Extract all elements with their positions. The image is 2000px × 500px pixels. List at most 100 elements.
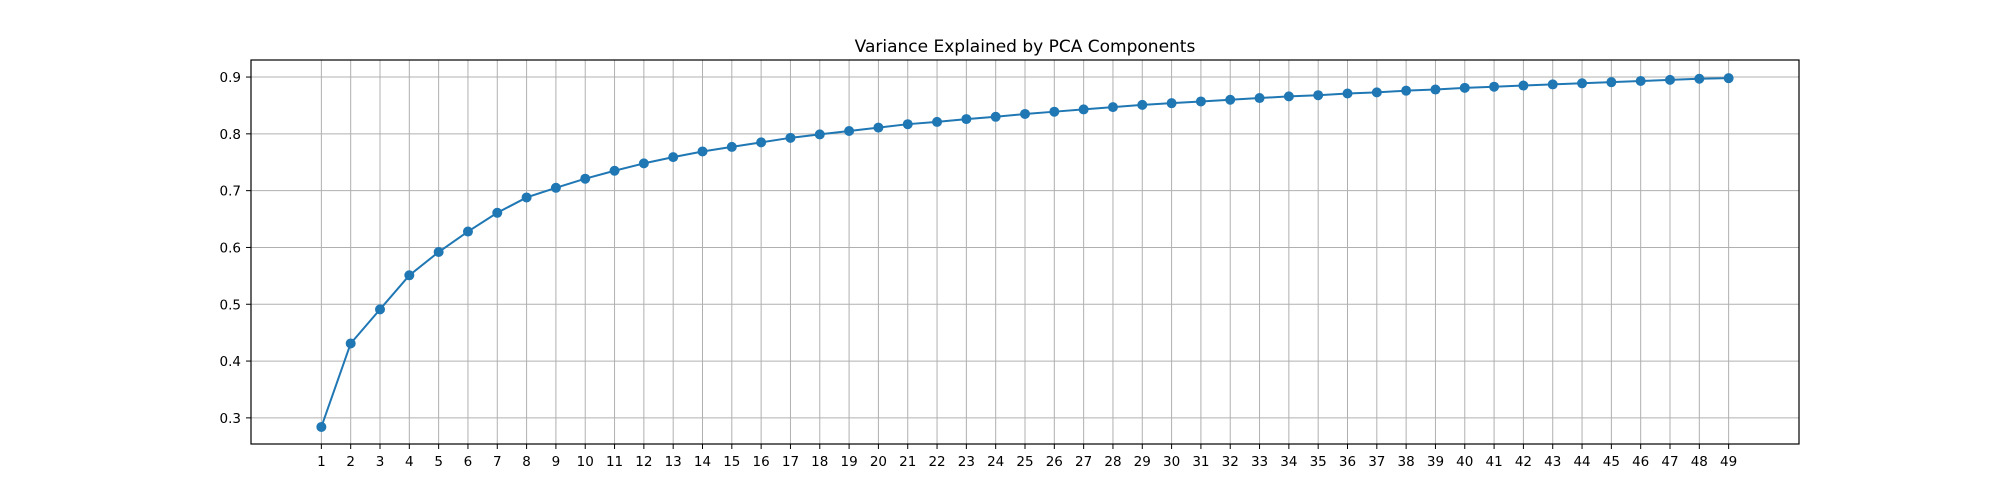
x-tick-label: 14 bbox=[694, 454, 711, 470]
data-point bbox=[1107, 102, 1118, 113]
data-point bbox=[1489, 81, 1500, 92]
data-point bbox=[1606, 77, 1617, 88]
data-point bbox=[1694, 73, 1705, 84]
x-tick-label: 34 bbox=[1280, 454, 1297, 470]
x-tick-label: 2 bbox=[346, 454, 355, 470]
data-point bbox=[1225, 94, 1236, 105]
data-point bbox=[990, 111, 1001, 122]
data-point bbox=[873, 122, 884, 133]
x-tick-label: 23 bbox=[958, 454, 975, 470]
x-tick-label: 47 bbox=[1661, 454, 1678, 470]
y-tick-label: 0.4 bbox=[220, 354, 241, 370]
x-tick-label: 40 bbox=[1456, 454, 1473, 470]
y-tick-label: 0.9 bbox=[220, 70, 241, 86]
x-tick-label: 18 bbox=[811, 454, 828, 470]
x-tick-label: 29 bbox=[1134, 454, 1151, 470]
data-point bbox=[844, 126, 855, 137]
x-tick-label: 1 bbox=[317, 454, 326, 470]
data-point bbox=[902, 119, 913, 130]
data-point bbox=[580, 173, 591, 184]
data-point bbox=[1283, 91, 1294, 102]
x-tick-label: 46 bbox=[1632, 454, 1649, 470]
data-point bbox=[785, 132, 796, 143]
data-point bbox=[492, 207, 503, 218]
x-tick-label: 33 bbox=[1251, 454, 1268, 470]
data-point bbox=[1430, 84, 1441, 95]
x-tick-label: 37 bbox=[1368, 454, 1385, 470]
data-point bbox=[1371, 87, 1382, 98]
x-tick-label: 32 bbox=[1222, 454, 1239, 470]
y-tick-label: 0.5 bbox=[220, 297, 241, 313]
x-tick-label: 21 bbox=[899, 454, 916, 470]
x-tick-label: 39 bbox=[1427, 454, 1444, 470]
x-tick-label: 30 bbox=[1163, 454, 1180, 470]
data-point bbox=[1137, 99, 1148, 110]
x-tick-label: 26 bbox=[1046, 454, 1063, 470]
x-tick-label: 20 bbox=[870, 454, 887, 470]
x-tick-label: 35 bbox=[1310, 454, 1327, 470]
data-point bbox=[1401, 85, 1412, 96]
x-tick-label: 41 bbox=[1485, 454, 1502, 470]
data-point bbox=[1020, 108, 1030, 119]
data-point bbox=[1195, 96, 1206, 107]
data-point bbox=[1723, 73, 1734, 84]
data-point bbox=[756, 137, 767, 148]
x-tick-label: 6 bbox=[464, 454, 473, 470]
x-tick-label: 17 bbox=[782, 454, 799, 470]
x-tick-label: 49 bbox=[1720, 454, 1737, 470]
x-tick-label: 9 bbox=[552, 454, 561, 470]
x-tick-label: 28 bbox=[1104, 454, 1121, 470]
x-tick-label: 42 bbox=[1515, 454, 1532, 470]
axes: 1 2 3 4 5 6 7 8 9 10 11 12 13 14 15 16 17 18 19 20 21 22 23 24 2… bbox=[220, 59, 1800, 470]
x-tick-label: 19 bbox=[840, 454, 857, 470]
data-point bbox=[814, 129, 825, 140]
x-tick-label: 24 bbox=[987, 454, 1004, 470]
data-point bbox=[1577, 78, 1588, 89]
x-tick-label: 11 bbox=[606, 454, 623, 470]
x-tick-label: 13 bbox=[665, 454, 682, 470]
x-tick-label: 12 bbox=[635, 454, 652, 470]
x-tick-label: 22 bbox=[928, 454, 945, 470]
y-tick-label: 0.6 bbox=[220, 240, 241, 256]
data-point bbox=[1049, 106, 1060, 117]
data-point bbox=[609, 165, 620, 176]
x-tick-label: 10 bbox=[577, 454, 594, 470]
data-point bbox=[1665, 74, 1675, 85]
data-point bbox=[316, 421, 327, 432]
data-point bbox=[375, 304, 385, 315]
plot-frame bbox=[250, 59, 1800, 445]
data-point bbox=[1459, 82, 1470, 93]
x-tick-label: 38 bbox=[1398, 454, 1415, 470]
data-point bbox=[433, 247, 444, 257]
x-tick-label: 3 bbox=[376, 454, 385, 470]
data-point bbox=[697, 146, 708, 157]
x-tick-label: 36 bbox=[1339, 454, 1356, 470]
data-point bbox=[1635, 76, 1646, 87]
data-point bbox=[668, 152, 679, 163]
x-tick-label: 44 bbox=[1573, 454, 1590, 470]
x-tick-label: 27 bbox=[1075, 454, 1092, 470]
data-point bbox=[1518, 80, 1529, 91]
x-tick-label: 4 bbox=[405, 454, 414, 470]
data-point bbox=[404, 270, 415, 281]
y-tick-label: 0.8 bbox=[220, 127, 241, 143]
x-tick-label: 16 bbox=[753, 454, 770, 470]
data-point bbox=[638, 158, 649, 169]
y-tick-label: 0.3 bbox=[220, 411, 241, 427]
x-tick-label: 31 bbox=[1192, 454, 1209, 470]
data-point bbox=[1547, 79, 1558, 90]
grid-lines bbox=[251, 60, 1799, 444]
data-point bbox=[1254, 93, 1265, 104]
x-tick-label: 8 bbox=[522, 454, 531, 470]
x-tick-label: 5 bbox=[434, 454, 443, 470]
data-point bbox=[726, 141, 737, 152]
data-point bbox=[1313, 90, 1324, 101]
x-tick-label: 43 bbox=[1544, 454, 1561, 470]
x-tick-label: 48 bbox=[1691, 454, 1708, 470]
data-point bbox=[462, 226, 473, 237]
data-point bbox=[1078, 104, 1089, 115]
series-layer bbox=[316, 73, 1734, 432]
x-tick-label: 7 bbox=[493, 454, 502, 470]
data-point bbox=[1342, 88, 1353, 99]
x-tick-label: 45 bbox=[1603, 454, 1620, 470]
